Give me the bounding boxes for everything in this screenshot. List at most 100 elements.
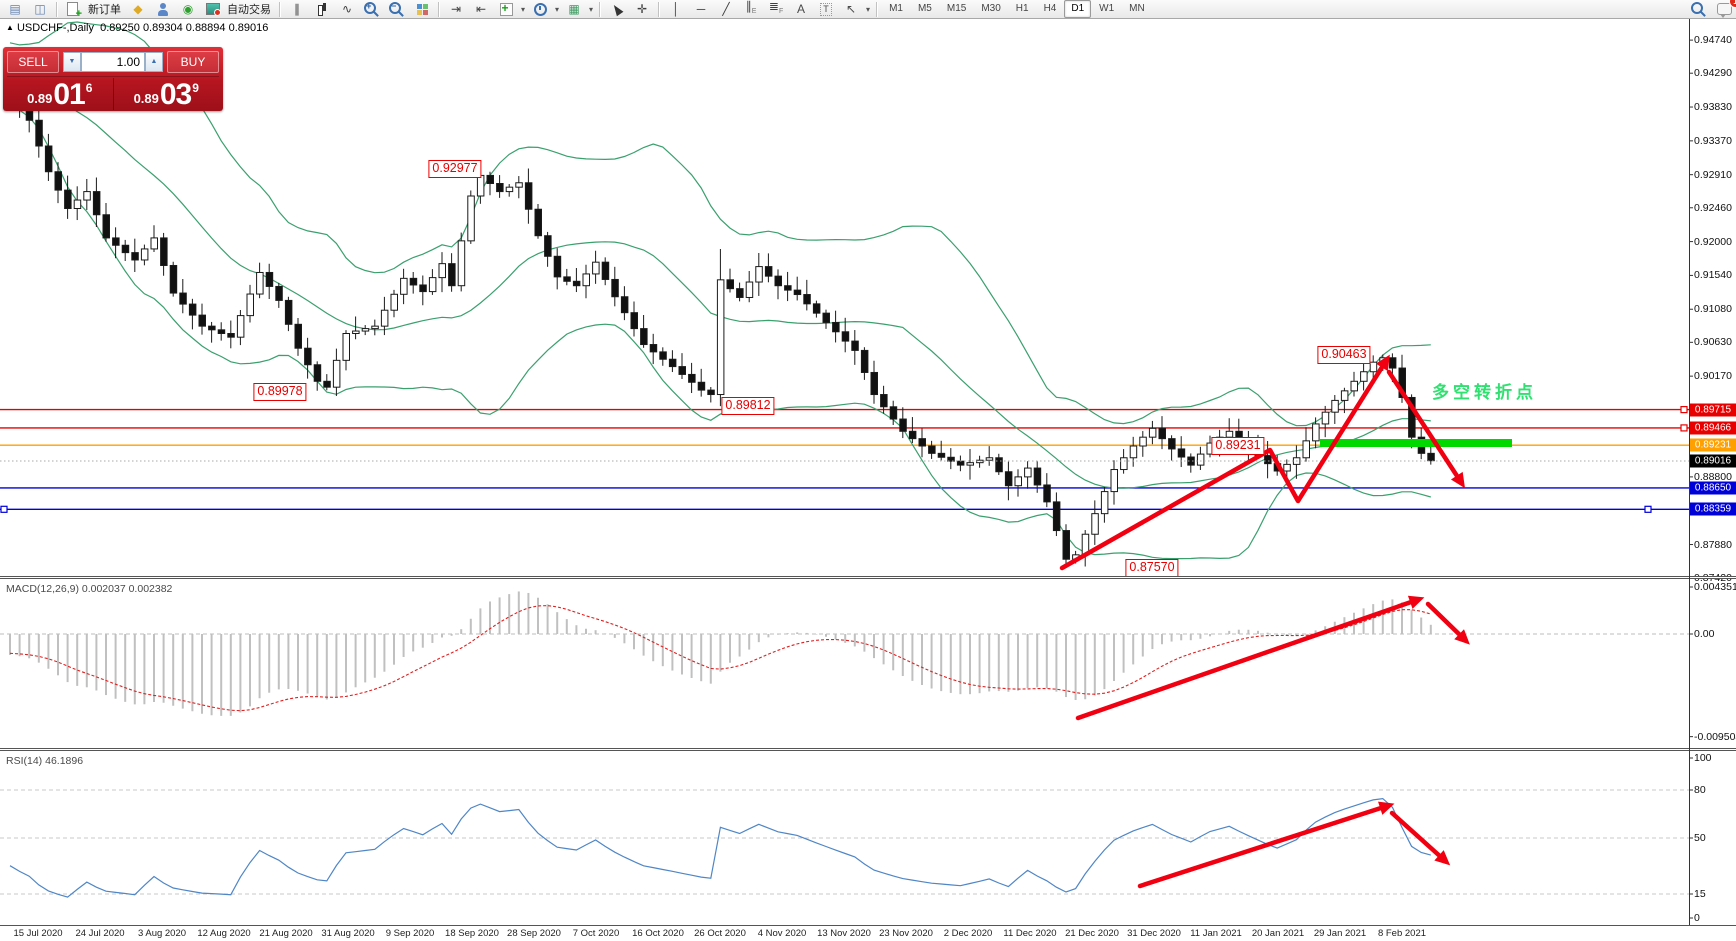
notifications-icon[interactable]: 1 bbox=[1712, 0, 1736, 19]
green-support-bar[interactable] bbox=[1320, 439, 1512, 447]
price-tick-label: 0.90630 bbox=[1694, 336, 1732, 349]
timeframe-m30-button[interactable]: M30 bbox=[981, 3, 1001, 14]
timeframe-mn-button[interactable]: MN bbox=[1129, 3, 1145, 14]
buy-button[interactable]: BUY bbox=[167, 51, 219, 73]
toolbar: ▤ ◫ 新订单 ◆ ◉ 自动交易 ∥ ∿ +− ⇥ ⇤ ▾ ▾ ▦ ▾ ✛ │ ─ ╱ ∥E ≣F AT ↖ ▾ M1 M5 M15… bbox=[0, 0, 1736, 20]
timeframe-d1-button[interactable]: D1 bbox=[1064, 0, 1092, 18]
buy-price[interactable]: 0.89 03 9 bbox=[114, 78, 220, 110]
price-tick-label: 0.91540 bbox=[1694, 269, 1732, 282]
timeframe-w1-button[interactable]: W1 bbox=[1099, 3, 1115, 14]
new-order-icon[interactable] bbox=[62, 0, 86, 20]
macd-splitter[interactable] bbox=[0, 576, 1736, 579]
price-tick-label: 0.91080 bbox=[1694, 303, 1732, 316]
charts-window-icon[interactable]: ▤ bbox=[3, 0, 27, 19]
trendline-icon[interactable]: ╱ bbox=[714, 0, 738, 19]
price-tick-label: 0.94290 bbox=[1694, 67, 1732, 80]
text-icon-glyph: A bbox=[797, 2, 806, 16]
sell-button[interactable]: SELL bbox=[7, 51, 59, 73]
arrows-icon[interactable]: ↖ bbox=[839, 0, 863, 19]
timeframe-m1-button[interactable]: M1 bbox=[889, 3, 903, 14]
sell-price-pip: 6 bbox=[85, 81, 93, 95]
price-annotation-label[interactable]: 0.89978 bbox=[253, 383, 307, 401]
vertical-line-icon-glyph: │ bbox=[672, 2, 680, 16]
crosshair-icon[interactable]: ✛ bbox=[630, 0, 654, 19]
date-label: 11 Jan 2021 bbox=[1190, 928, 1242, 939]
vertical-line-icon[interactable]: │ bbox=[664, 0, 688, 19]
date-label: 23 Nov 2020 bbox=[879, 928, 933, 939]
search-icon[interactable] bbox=[1687, 0, 1711, 19]
timeframe-m15-button[interactable]: M15 bbox=[946, 3, 967, 14]
volume-down-button[interactable]: ▼ bbox=[63, 52, 81, 72]
price-tick-label: 0.93830 bbox=[1694, 101, 1732, 114]
market-watch-icon[interactable]: ◫ bbox=[28, 0, 52, 19]
text-icon[interactable]: A bbox=[789, 0, 813, 19]
signals-icon[interactable]: ◉ bbox=[176, 0, 200, 19]
zoom-out-icon-shape: − bbox=[389, 1, 401, 14]
date-label: 28 Sep 2020 bbox=[507, 928, 561, 939]
macd-label: MACD(12,26,9) 0.002037 0.002382 bbox=[6, 583, 173, 595]
chart-title: ▲ USDCHF-,Daily 0.89250 0.89304 0.88894 … bbox=[6, 22, 268, 34]
indicators-icon[interactable] bbox=[494, 0, 518, 19]
rsi-splitter[interactable] bbox=[0, 748, 1736, 751]
toolbar-separator bbox=[279, 1, 281, 17]
macd-tick-label: 0.00 bbox=[1694, 628, 1715, 640]
date-label: 3 Aug 2020 bbox=[137, 928, 187, 939]
volume-field[interactable]: 1.00 bbox=[81, 52, 145, 72]
tile-windows-icon[interactable] bbox=[410, 0, 434, 19]
auto-scroll-icon[interactable]: ⇥ bbox=[444, 0, 468, 19]
expert-advisors-icon[interactable] bbox=[151, 0, 175, 19]
date-label: 18 Sep 2020 bbox=[445, 928, 499, 939]
zoom-out-icon[interactable]: − bbox=[385, 0, 409, 19]
timeframe-h4-button[interactable]: H4 bbox=[1043, 3, 1057, 14]
fibonacci-icon[interactable]: ≣F bbox=[764, 0, 788, 19]
line-anchor-marker[interactable] bbox=[0, 505, 8, 513]
ohlc-close: 0.89016 bbox=[228, 22, 269, 34]
price-annotation-label[interactable]: 0.87570 bbox=[1125, 559, 1179, 577]
zoom-in-icon[interactable]: + bbox=[360, 0, 384, 19]
ohlc-high: 0.89304 bbox=[142, 22, 183, 34]
dropdown-caret-icon[interactable]: ▾ bbox=[866, 4, 871, 14]
text-label-icon-glyph: T bbox=[820, 2, 832, 16]
sell-price[interactable]: 0.89 01 6 bbox=[7, 78, 114, 110]
metaeditor-icon[interactable]: ◆ bbox=[126, 0, 150, 19]
candlestick-chart-icon[interactable] bbox=[310, 0, 334, 19]
horizontal-line-icon[interactable]: ─ bbox=[689, 0, 713, 19]
autotrading-icon[interactable] bbox=[201, 0, 225, 19]
price-tick-label: 0.92000 bbox=[1694, 235, 1732, 248]
line-anchor-marker[interactable] bbox=[1680, 424, 1688, 432]
candlestick-chart-icon-shape bbox=[316, 2, 329, 16]
charts-window-icon-glyph: ▤ bbox=[9, 2, 21, 16]
one-click-toggle-icon[interactable]: ▲ bbox=[6, 23, 14, 32]
date-label: 21 Dec 2020 bbox=[1065, 928, 1119, 939]
annotation-note[interactable]: 多空转折点 bbox=[1432, 383, 1537, 402]
price-annotation-label[interactable]: 0.89231 bbox=[1211, 437, 1265, 455]
rsi-panel bbox=[0, 789, 1689, 898]
chart-shift-icon[interactable]: ⇤ bbox=[469, 0, 493, 19]
bar-chart-icon[interactable]: ∥ bbox=[285, 0, 309, 19]
line-anchor-marker[interactable] bbox=[1644, 505, 1652, 513]
timeframe-h1-button[interactable]: H1 bbox=[1015, 3, 1029, 14]
trend-arrows[interactable] bbox=[1059, 354, 1470, 889]
horizontal-level-lines[interactable] bbox=[0, 408, 1689, 511]
price-annotation-label[interactable]: 0.90463 bbox=[1317, 346, 1371, 364]
dropdown-caret-icon[interactable]: ▾ bbox=[555, 4, 560, 14]
autotrading-icon-shape bbox=[206, 3, 221, 16]
dropdown-caret-icon[interactable]: ▾ bbox=[521, 4, 526, 14]
volume-up-button[interactable]: ▲ bbox=[145, 52, 163, 72]
macd-tick-label: 0.004351 bbox=[1694, 581, 1736, 593]
price-tick-label: 0.87880 bbox=[1694, 538, 1732, 551]
line-anchor-marker[interactable] bbox=[1680, 406, 1688, 414]
line-chart-icon[interactable]: ∿ bbox=[335, 0, 359, 19]
price-annotation-label[interactable]: 0.92977 bbox=[428, 160, 482, 178]
timeframe-m5-button[interactable]: M5 bbox=[917, 3, 932, 14]
equidistant-channel-icon[interactable]: ∥E bbox=[739, 0, 763, 19]
price-tick-label: 0.90170 bbox=[1694, 370, 1732, 383]
date-label: 11 Dec 2020 bbox=[1003, 928, 1057, 939]
equidistant-channel-icon-glyph: ∥E bbox=[745, 0, 757, 15]
price-annotation-label[interactable]: 0.89812 bbox=[721, 397, 775, 415]
periods-icon[interactable] bbox=[528, 0, 552, 19]
dropdown-caret-icon[interactable]: ▾ bbox=[589, 4, 594, 14]
text-label-icon[interactable]: T bbox=[814, 0, 838, 19]
templates-icon[interactable]: ▦ bbox=[562, 0, 586, 19]
